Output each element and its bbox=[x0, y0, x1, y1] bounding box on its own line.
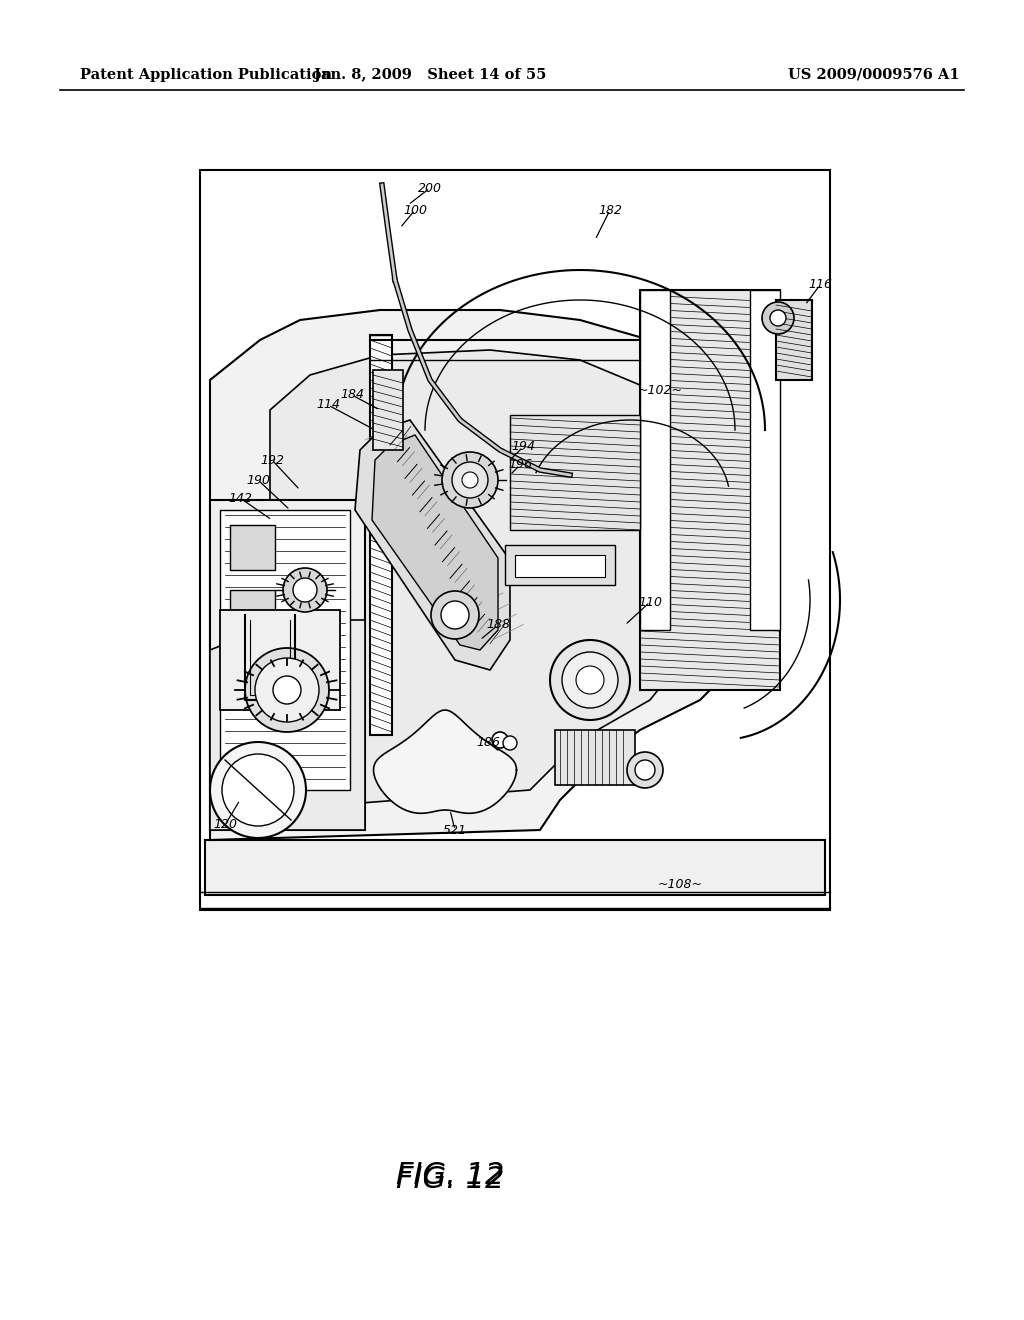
Text: 521: 521 bbox=[443, 824, 467, 837]
Circle shape bbox=[635, 760, 655, 780]
Circle shape bbox=[222, 754, 294, 826]
Circle shape bbox=[627, 752, 663, 788]
Circle shape bbox=[293, 578, 317, 602]
Text: ~102~: ~102~ bbox=[638, 384, 683, 396]
Bar bbox=[505, 545, 615, 585]
Text: 188: 188 bbox=[486, 619, 510, 631]
Text: 196: 196 bbox=[508, 458, 532, 471]
Text: 116: 116 bbox=[808, 279, 831, 292]
Text: 182: 182 bbox=[598, 203, 622, 216]
Polygon shape bbox=[210, 620, 365, 830]
Text: 190: 190 bbox=[246, 474, 270, 487]
Bar bbox=[750, 290, 780, 630]
Circle shape bbox=[770, 310, 786, 326]
Bar bbox=[220, 610, 340, 710]
Bar bbox=[373, 370, 403, 450]
Text: US 2009/0009576 A1: US 2009/0009576 A1 bbox=[788, 69, 961, 82]
Polygon shape bbox=[270, 350, 710, 810]
Text: Patent Application Publication: Patent Application Publication bbox=[80, 69, 332, 82]
Circle shape bbox=[245, 648, 329, 733]
Circle shape bbox=[273, 676, 301, 704]
Polygon shape bbox=[374, 710, 516, 813]
Circle shape bbox=[762, 302, 794, 334]
Circle shape bbox=[210, 742, 306, 838]
Text: 192: 192 bbox=[260, 454, 284, 466]
Text: 100: 100 bbox=[403, 203, 427, 216]
Bar bbox=[640, 290, 780, 690]
Polygon shape bbox=[510, 414, 640, 531]
Circle shape bbox=[575, 667, 604, 694]
Bar bbox=[515, 554, 605, 577]
Text: 120: 120 bbox=[213, 818, 237, 832]
Bar bbox=[370, 335, 392, 735]
Text: Jan. 8, 2009   Sheet 14 of 55: Jan. 8, 2009 Sheet 14 of 55 bbox=[313, 69, 546, 82]
Circle shape bbox=[255, 657, 319, 722]
Text: 184: 184 bbox=[340, 388, 364, 401]
Bar bbox=[555, 730, 635, 785]
Polygon shape bbox=[355, 420, 510, 671]
Text: FIG. 12: FIG. 12 bbox=[396, 1160, 504, 1189]
Text: 200: 200 bbox=[418, 181, 442, 194]
Circle shape bbox=[441, 601, 469, 630]
Circle shape bbox=[452, 462, 488, 498]
Text: 114: 114 bbox=[316, 399, 340, 412]
Bar bbox=[205, 840, 825, 895]
Bar bbox=[200, 170, 830, 909]
Bar bbox=[220, 510, 350, 789]
Text: FIG. 12: FIG. 12 bbox=[396, 1166, 504, 1195]
Bar bbox=[230, 590, 275, 640]
Circle shape bbox=[431, 591, 479, 639]
Circle shape bbox=[283, 568, 327, 612]
Bar bbox=[210, 500, 365, 830]
Circle shape bbox=[442, 451, 498, 508]
Circle shape bbox=[550, 640, 630, 719]
Bar bbox=[640, 290, 670, 630]
Polygon shape bbox=[372, 436, 498, 649]
Circle shape bbox=[462, 473, 478, 488]
Bar bbox=[776, 300, 812, 380]
Text: ~108~: ~108~ bbox=[657, 879, 702, 891]
Bar bbox=[230, 525, 275, 570]
Text: 142: 142 bbox=[228, 491, 252, 504]
Circle shape bbox=[562, 652, 618, 708]
Polygon shape bbox=[210, 310, 760, 840]
Circle shape bbox=[492, 733, 508, 748]
Text: 186: 186 bbox=[476, 735, 500, 748]
Circle shape bbox=[503, 737, 517, 750]
Text: 194: 194 bbox=[511, 441, 535, 454]
Text: 110: 110 bbox=[638, 595, 662, 609]
